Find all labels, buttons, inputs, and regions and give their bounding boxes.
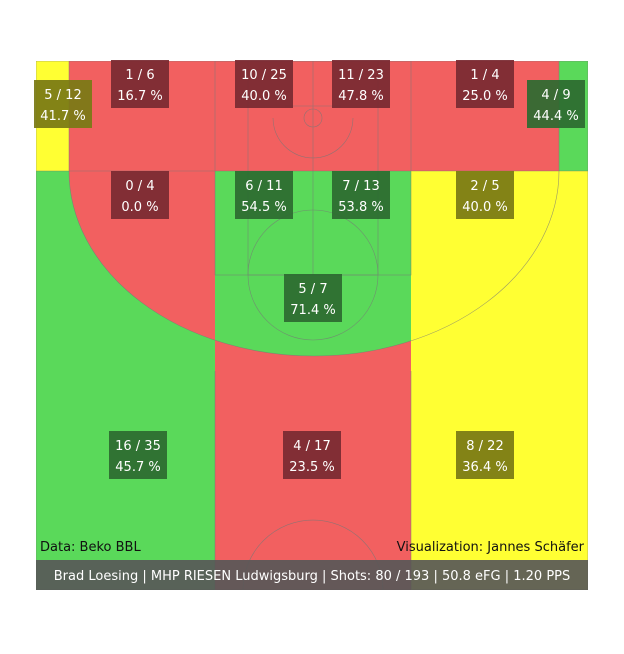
three-point-line: [68, 61, 560, 357]
zone-label-box: [283, 431, 341, 479]
zone-label-box: [527, 80, 585, 128]
zone-percentage-label: 53.8 %: [338, 200, 383, 215]
center-circle: [242, 519, 384, 590]
zone-label-box: [332, 60, 390, 108]
zone-shots-label: 2 / 5: [470, 179, 499, 194]
zone-percentage-label: 16.7 %: [117, 89, 162, 104]
zone-percentage-label: 23.5 %: [289, 460, 334, 475]
zone-percentage-label: 40.0 %: [462, 200, 507, 215]
zone-label-box: [332, 171, 390, 219]
source-label: Data: Beko BBL: [40, 540, 141, 555]
zone-percentage-label: 25.0 %: [462, 89, 507, 104]
zone-label-box: [235, 60, 293, 108]
zone-percentage-label: 45.7 %: [115, 460, 160, 475]
zone-percentage-label: 36.4 %: [462, 460, 507, 475]
zone-percentage-label: 54.5 %: [241, 200, 286, 215]
zone-shots-label: 1 / 4: [470, 68, 499, 83]
zone-labels: 5 / 12 41.7 % 1 / 6 16.7 % 10 / 25 40.0 % 11 /…: [34, 60, 585, 479]
zone-percentage-label: 44.4 %: [533, 109, 578, 124]
zone-shots-label: 5 / 12: [44, 88, 81, 103]
zone-shots-label: 0 / 4: [125, 179, 154, 194]
zone-label-box: [235, 171, 293, 219]
zone-shots-label: 4 / 9: [541, 88, 570, 103]
zone-shots-label: 6 / 11: [245, 179, 282, 194]
zone-percentage-label: 0.0 %: [121, 200, 158, 215]
zone-label-box: [456, 171, 514, 219]
rim: [303, 108, 323, 128]
zone-shots-label: 16 / 35: [115, 439, 161, 454]
zone-shots-label: 11 / 23: [338, 68, 384, 83]
zone-percentage-label: 40.0 %: [241, 89, 286, 104]
zone-shots-label: 7 / 13: [342, 179, 379, 194]
credit-label: Visualization: Jannes Schäfer: [397, 540, 585, 555]
zone-label-box: [111, 171, 169, 219]
zone-percentage-label: 47.8 %: [338, 89, 383, 104]
zone-label-box: [456, 60, 514, 108]
court-zones: [36, 61, 588, 590]
zone-label-box: [109, 431, 167, 479]
zone-shots-label: 4 / 17: [293, 439, 330, 454]
summary-bar: [36, 560, 588, 590]
zone-shots-label: 1 / 6: [125, 68, 154, 83]
summary-text: Brad Loesing | MHP RIESEN Ludwigsburg | …: [54, 569, 571, 584]
zone-shots-label: 5 / 7: [298, 282, 327, 297]
zone-label-box: [111, 60, 169, 108]
zone-label-box: [34, 80, 92, 128]
free-throw-circle: [247, 209, 379, 341]
zone-shots-label: 8 / 22: [466, 439, 503, 454]
restricted-area: [272, 117, 354, 159]
zone-label-box: [284, 274, 342, 322]
zone-shots-label: 10 / 25: [241, 68, 287, 83]
zone-percentage-label: 71.4 %: [290, 303, 335, 318]
zone-percentage-label: 41.7 %: [40, 109, 85, 124]
zone-label-box: [456, 431, 514, 479]
